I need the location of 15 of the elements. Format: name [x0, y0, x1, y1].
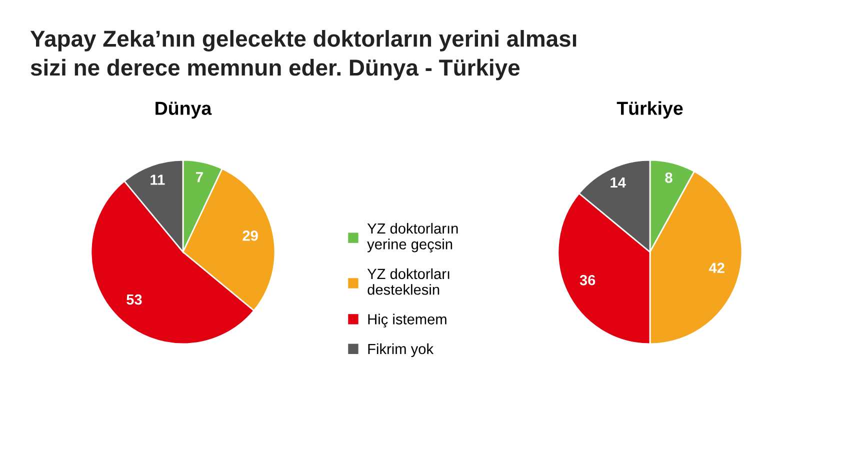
- legend-label: YZ doktorların yerine geçsin: [367, 222, 458, 252]
- data-label: 7: [196, 172, 203, 182]
- data-label: 11: [150, 174, 165, 185]
- data-label: 53: [126, 294, 142, 305]
- data-label: 8: [665, 172, 672, 183]
- legend-label: YZ doktorları desteklesin: [367, 268, 450, 295]
- legend-label: Fikrim yok: [368, 343, 434, 358]
- legend-label: Hiç istemem: [368, 314, 446, 328]
- data-label: 29: [242, 230, 258, 241]
- data-label: 14: [610, 177, 626, 188]
- text: Yapay Zeka’nın gelecekte doktorların yerini alması sizi ne derece memnun eder. Dünya - Türkiye: [30, 30, 576, 80]
- data-label: 42: [708, 262, 724, 273]
- chart-title: Dünya: [156, 102, 212, 119]
- data-label: 36: [580, 274, 596, 286]
- chart-title: Türkiye: [616, 101, 683, 119]
